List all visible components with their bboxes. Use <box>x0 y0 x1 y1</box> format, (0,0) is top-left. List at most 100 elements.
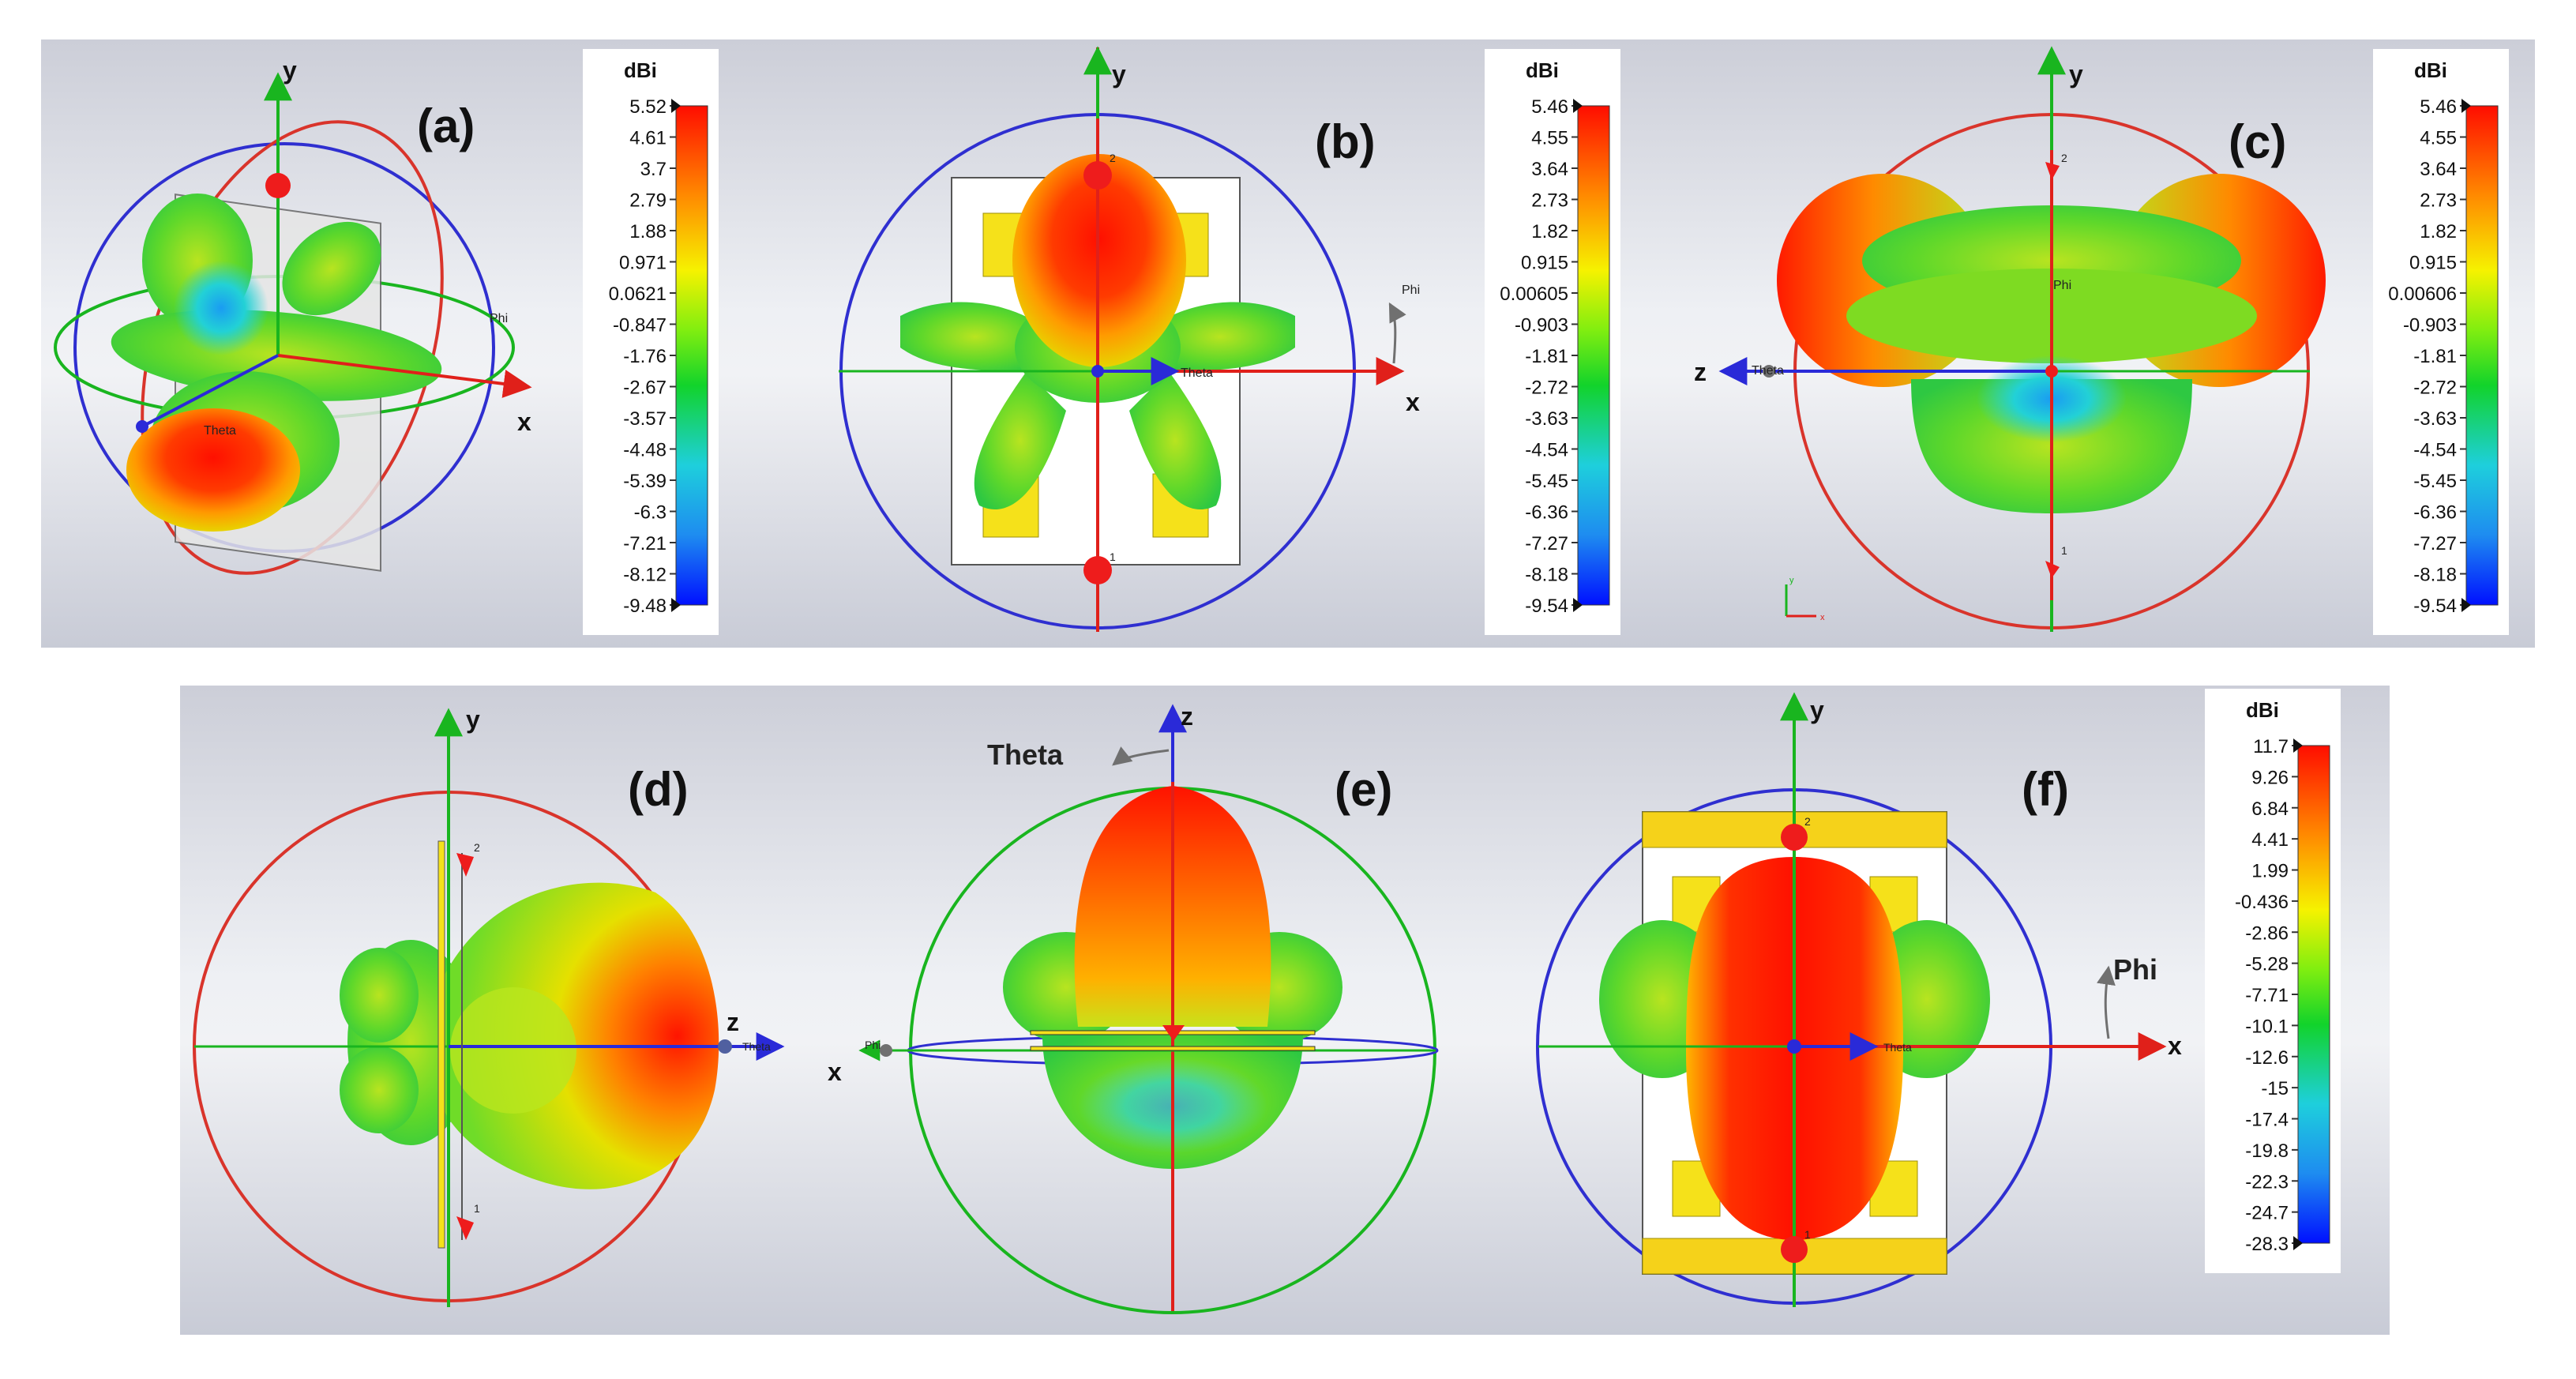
colorbar-tick-label: -6.36 <box>1525 502 1568 524</box>
colorbar-tick-label: 0.971 <box>619 253 667 274</box>
panel-label-a: (a) <box>417 100 475 152</box>
colorbar-max-marker <box>1573 99 1583 113</box>
colorbar-tick-label: 1.82 <box>2420 221 2457 242</box>
phi-tag: Phi <box>2113 953 2157 986</box>
port-marker-bottom <box>2045 561 2060 578</box>
colorbar-c: dBi 5.46 4.55 3.64 2.73 1.82 0.915 0.00606 -0.90… <box>2373 49 2509 635</box>
port-number-2: 2 <box>2061 152 2067 164</box>
theta-tag: Theta <box>987 738 1064 771</box>
phi-tag: Phi <box>490 312 508 325</box>
axis-z-label: z <box>1181 702 1193 731</box>
colorbar-tick-label: -4.48 <box>623 440 667 461</box>
colorbar-tick-label: 5.52 <box>629 96 667 118</box>
colorbar-tick-label: 3.64 <box>2420 159 2457 180</box>
colorbar-tick-label: -2.67 <box>623 378 667 399</box>
colorbar-min-marker <box>2293 1236 2303 1250</box>
port-marker-bottom <box>456 1216 474 1240</box>
port-number-1: 1 <box>1804 1228 1811 1241</box>
colorbar-tick-label: -9.54 <box>1525 596 1568 617</box>
origin-marker <box>2045 365 2058 378</box>
phi-tag: Phi <box>865 1039 881 1051</box>
axis-x-label: x <box>1406 388 1420 416</box>
port-marker-bottom <box>1781 1236 1808 1263</box>
panel-label-b: (b) <box>1315 115 1376 168</box>
colorbar-tick-label: 0.00606 <box>2388 284 2457 305</box>
colorbar-tick-label: 4.55 <box>2420 128 2457 149</box>
colorbar-tick-label: -6.3 <box>634 502 667 524</box>
axis-y-label: y <box>466 705 480 734</box>
panel-label-f: (f) <box>2022 763 2069 816</box>
colorbar-tick-label: -3.63 <box>1525 408 1568 430</box>
colorbar-tick-label: -3.63 <box>2413 408 2457 430</box>
colorbar-tick-label: -0.436 <box>2235 892 2289 913</box>
phi-arrow <box>1388 302 1406 364</box>
colorbar-max-marker <box>2461 99 2471 113</box>
origin-marker <box>1091 365 1104 378</box>
colorbar-gradient <box>2465 105 2499 606</box>
axis-x <box>277 354 532 398</box>
radiation-lobes <box>340 882 719 1189</box>
colorbar-tick-label: 1.99 <box>2251 861 2289 882</box>
colorbar-tick-label: -8.12 <box>623 565 667 586</box>
colorbar-f: dBi 11.7 9.26 6.84 4.41 1.99 -0.436 -2.86 -5.28 -… <box>2205 689 2341 1273</box>
panel-d: 2 1 y z Theta (d) <box>193 705 785 1307</box>
theta-arrow <box>1112 746 1170 766</box>
panel-c: 2 1 y z Theta Phi y x (c) <box>1694 46 2326 632</box>
colorbar-a: dBi 5.52 4.61 3.7 2.79 1.88 0.971 0.0621 -0.847 -… <box>583 49 719 635</box>
colorbar-gradient <box>2297 745 2330 1244</box>
axis-y-label: y <box>1112 60 1126 88</box>
port-number-1: 1 <box>474 1202 480 1215</box>
axis-z-label: z <box>727 1008 739 1036</box>
colorbar-tick-label: 1.88 <box>629 221 667 242</box>
colorbar-tick-label: -1.76 <box>623 346 667 367</box>
colorbar-tick-label: -8.18 <box>1525 565 1568 586</box>
colorbar-tick-label: 4.61 <box>629 128 667 149</box>
panel-label-c: (c) <box>2229 115 2286 168</box>
port-marker-top <box>1781 824 1808 851</box>
port-marker-top <box>2045 162 2060 180</box>
colorbar-max-marker <box>2293 738 2303 753</box>
radiation-lobes <box>1777 174 2326 513</box>
colorbar-tick-label: -7.21 <box>623 533 667 554</box>
origin-marker <box>1787 1039 1801 1054</box>
colorbar-tick-label: -8.18 <box>2413 565 2457 586</box>
theta-tag: Theta <box>1181 366 1213 380</box>
axis-y-label: y <box>2069 60 2083 88</box>
colorbar-gradient <box>1577 105 1610 606</box>
colorbar-tick-label: 4.41 <box>2251 829 2289 851</box>
phi-marker <box>880 1044 892 1057</box>
colorbar-tick-label: -2.72 <box>1525 378 1568 399</box>
axis-y-label: y <box>283 56 297 85</box>
colorbar-tick-label: 5.46 <box>1531 96 1568 118</box>
theta-tag: Theta <box>1883 1041 1912 1054</box>
colorbar-tick-label: 11.7 <box>2253 736 2289 757</box>
colorbar-tick-label: -5.28 <box>2245 954 2289 975</box>
antenna-board-edge <box>437 840 445 1249</box>
panel-f: 2 1 y x Theta Phi (f) <box>1536 692 2182 1307</box>
radiation-lobes <box>1599 857 1990 1240</box>
colorbar-tick-label: -5.39 <box>623 471 667 492</box>
colorbar-tick-label: -1.81 <box>1525 346 1568 367</box>
colorbar-tick-label: -9.48 <box>623 596 667 617</box>
colorbar-tick-label: 2.73 <box>2420 190 2457 212</box>
port-marker <box>265 173 291 198</box>
colorbar-tick-label: -7.27 <box>2413 533 2457 554</box>
panel-label-e: (e) <box>1335 763 1392 816</box>
colorbar-min-marker <box>2461 598 2471 612</box>
z-marker <box>718 1039 732 1054</box>
axis-y-label: y <box>1810 696 1824 724</box>
phi-arrow <box>2097 965 2116 1039</box>
triad-y-label: y <box>1789 576 1794 585</box>
colorbar-tick-label: -12.6 <box>2245 1047 2289 1069</box>
colorbar-unit: dBi <box>1526 58 1559 82</box>
theta-marker <box>1763 365 1775 378</box>
axis-x-label: x <box>517 408 531 436</box>
phi-tag: Phi <box>2053 279 2071 292</box>
colorbar-tick-label: 2.79 <box>629 190 667 212</box>
colorbar-tick-label: -4.54 <box>2413 440 2457 461</box>
colorbar-b: dBi 5.46 4.55 3.64 2.73 1.82 0.915 0.00605 -0.90… <box>1485 49 1620 635</box>
colorbar-gradient <box>675 105 708 606</box>
colorbar-tick-label: 0.915 <box>2409 253 2457 274</box>
colorbar-max-marker <box>671 99 681 113</box>
